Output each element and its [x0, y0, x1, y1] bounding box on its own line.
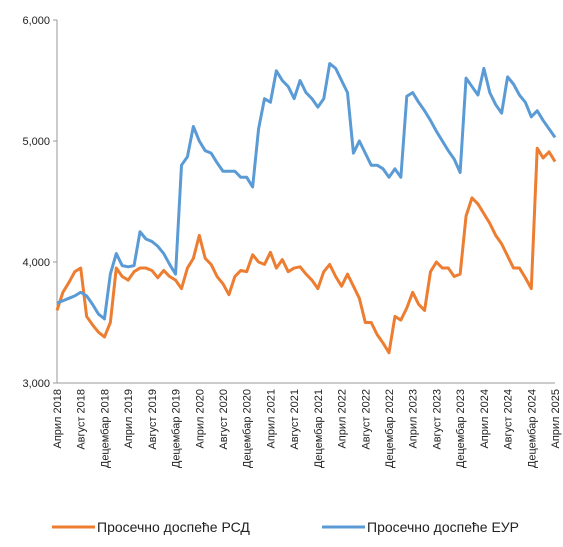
x-tick-label: Август 2024: [503, 389, 515, 450]
x-tick-label: Април 2022: [337, 389, 349, 449]
x-tick-label: Август 2019: [147, 389, 159, 450]
x-tick-label: Април 2021: [265, 389, 277, 449]
y-tick-label: 3,000: [22, 378, 50, 390]
y-tick-label: 6,000: [22, 15, 50, 27]
x-tick-label: Април 2023: [408, 389, 420, 449]
x-tick-label: Април 2024: [479, 389, 491, 449]
x-tick-label: Август 2023: [431, 389, 443, 450]
y-tick-label: 4,000: [22, 257, 50, 269]
x-tick-label: Децембар 2019: [171, 389, 183, 468]
data-line: [55, 146, 557, 355]
legend-label: Просечно доспеће РСД: [97, 519, 250, 535]
x-tick-label: Април 2018: [52, 389, 64, 449]
x-tick-label: Април 2025: [550, 389, 562, 449]
data-line: [56, 62, 557, 321]
y-tick-label: 5,000: [22, 136, 50, 148]
x-tick-label: Април 2019: [123, 389, 135, 449]
x-tick-label: Децембар 2021: [313, 389, 325, 468]
x-tick-label: Децембар 2023: [455, 389, 467, 468]
x-tick-label: Август 2021: [289, 389, 301, 450]
legend-label: Просечно доспеће ЕУР: [367, 519, 519, 535]
x-tick-label: Децембар 2018: [99, 389, 111, 468]
x-tick-label: Април 2020: [194, 389, 206, 449]
x-tick-label: Децембар 2024: [526, 389, 538, 468]
x-tick-label: Август 2022: [360, 389, 372, 450]
x-tick-label: Децембар 2022: [384, 389, 396, 468]
x-tick-label: Децембар 2020: [242, 389, 254, 468]
x-tick-label: Август 2020: [218, 389, 230, 450]
x-tick-label: Август 2018: [76, 389, 88, 450]
